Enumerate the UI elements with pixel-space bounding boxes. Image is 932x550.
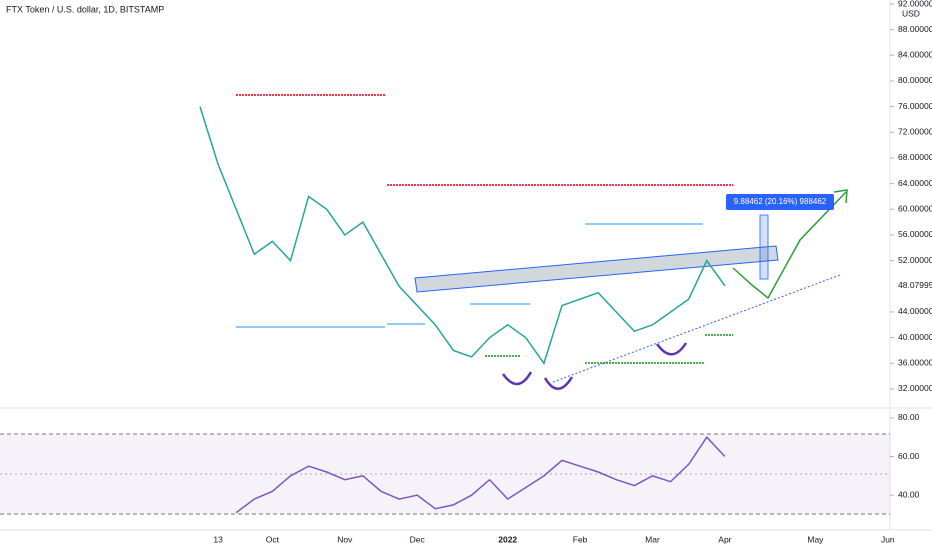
- neckline-channel: [414, 245, 779, 293]
- y-tick-label: 80.00: [898, 412, 920, 422]
- y-tick-label: 40.00000: [898, 332, 932, 342]
- measure-box: [759, 214, 769, 280]
- projection-arrow: [732, 191, 847, 300]
- last-price-label: 48.07995: [898, 280, 932, 290]
- y-tick-label: 40.00: [898, 489, 920, 499]
- y-tick-label: 44.00000: [898, 306, 932, 316]
- y-tick-label: 56.00000: [898, 229, 932, 239]
- y-tick-label: 60.00: [898, 451, 920, 461]
- y-tick-label: 60.00000: [898, 204, 932, 214]
- last-price-tag: [891, 278, 932, 293]
- annotation-box: [726, 194, 834, 210]
- y-tick-label: 76.00000: [898, 101, 932, 111]
- x-tick-label: Dec: [410, 534, 426, 544]
- x-tick-label: Feb: [573, 534, 588, 544]
- head-arc: [543, 376, 574, 390]
- y-tick-label: 72.00000: [898, 127, 932, 137]
- series-line: [199, 106, 726, 365]
- y-tick-label: 92.00000: [898, 0, 932, 8]
- y-tick-label: 64.00000: [898, 178, 932, 188]
- trend-line: [552, 274, 841, 383]
- chart-title: FTX Token / U.S. dollar, 1D, BITSTAMP: [6, 4, 164, 14]
- shoulder-arc: [655, 342, 688, 356]
- x-tick-label: Oct: [266, 534, 280, 544]
- x-tick-label: 2022: [498, 534, 517, 544]
- arrow-head: [833, 189, 848, 204]
- x-tick-label: Mar: [645, 534, 660, 544]
- x-tick-label: Nov: [337, 534, 353, 544]
- y-tick-label: 36.00000: [898, 358, 932, 368]
- y-tick-label: 88.00000: [898, 24, 932, 34]
- x-tick-label: Apr: [718, 534, 731, 544]
- shoulder-arc: [501, 371, 533, 386]
- y-tick-label: 52.00000: [898, 255, 932, 265]
- series-line: [235, 435, 726, 514]
- currency-label: USD: [902, 8, 920, 18]
- y-tick-label: 80.00000: [898, 75, 932, 85]
- x-tick-label: 13: [213, 534, 223, 544]
- y-tick-label: 32.00000: [898, 383, 932, 393]
- x-tick-label: Jun: [881, 534, 895, 544]
- x-tick-label: May: [807, 534, 824, 544]
- y-tick-label: 84.00000: [898, 50, 932, 60]
- annotation: 9.88462 (20.16%) 988462: [734, 197, 827, 206]
- y-tick-label: 68.00000: [898, 152, 932, 162]
